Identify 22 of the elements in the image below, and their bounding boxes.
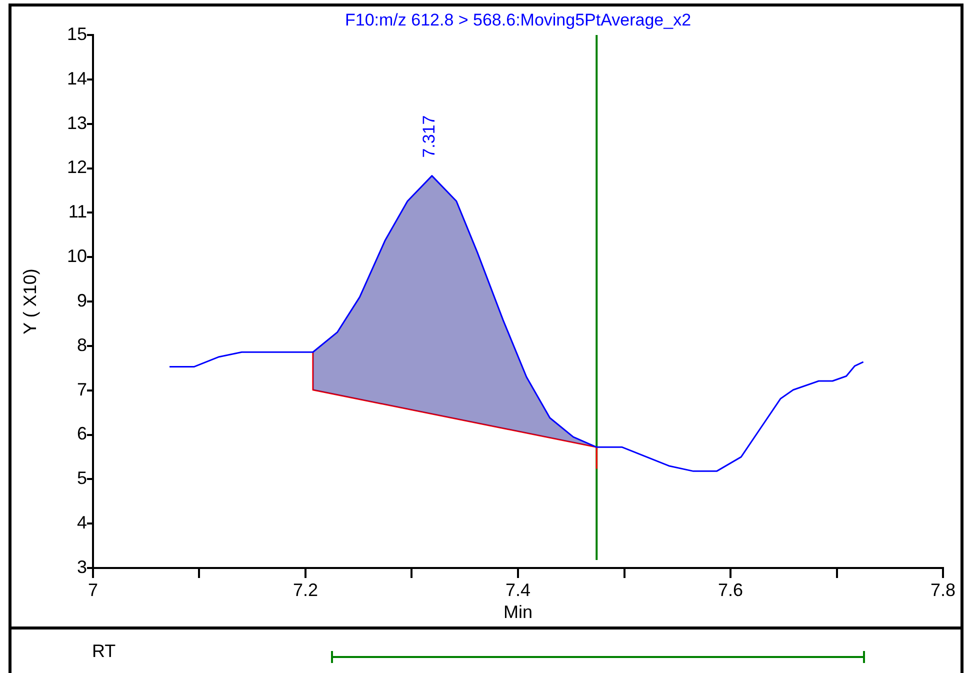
- x-tick-label: 7.6: [718, 580, 744, 600]
- y-tick-label: 9: [76, 290, 87, 310]
- x-tick-label: 7.4: [505, 580, 531, 600]
- annotation: 7.317: [420, 115, 438, 158]
- y-tick-label: 8: [76, 334, 87, 355]
- y-tick-label: 14: [66, 68, 87, 88]
- y-tick-label: 13: [66, 112, 87, 133]
- x-axis-title: Min: [503, 602, 533, 622]
- chart-title: F10:m/z 612.8 > 568.6:Moving5PtAverage_x2: [344, 10, 692, 30]
- y-tick-label: 15: [66, 24, 87, 44]
- x-tick-label: 7.8: [930, 580, 956, 600]
- text: RT: [92, 640, 116, 661]
- y-tick-label: 6: [76, 424, 87, 444]
- y-tick-label: 3: [76, 556, 87, 577]
- y-tick-label: 4: [76, 512, 87, 533]
- y-tick-label: 12: [66, 157, 87, 178]
- y-tick-label: 7: [76, 379, 87, 400]
- y-tick-label: 5: [76, 468, 87, 488]
- y-tick-label: 10: [66, 246, 87, 266]
- y-axis-title: Y ( X10): [20, 268, 40, 334]
- x-tick-label: 7.2: [292, 580, 318, 600]
- y-tick-label: 11: [68, 202, 87, 222]
